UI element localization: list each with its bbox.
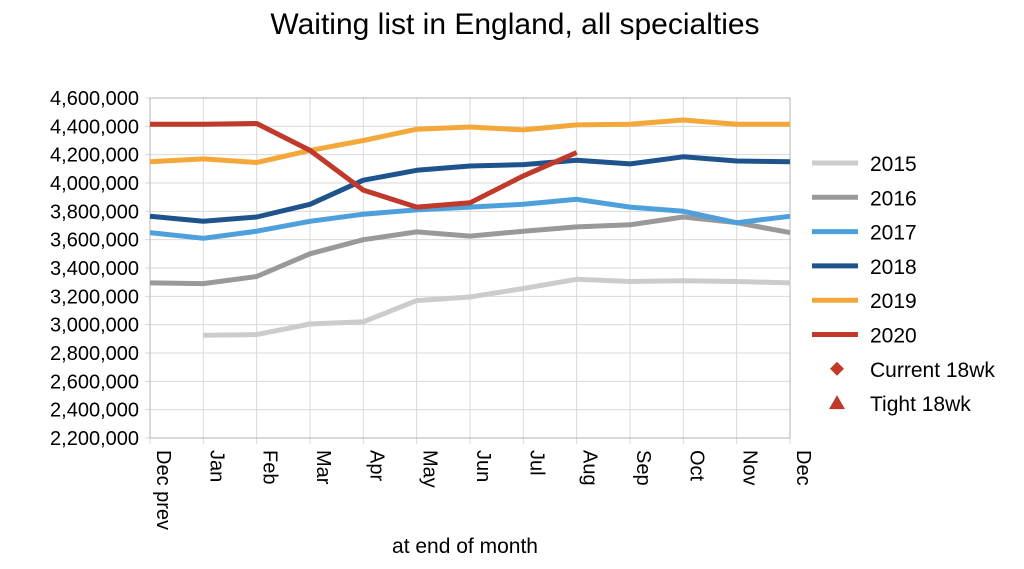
series-line-2016 bbox=[149, 214, 791, 287]
x-tick-label: Sep bbox=[632, 450, 654, 486]
x-tick-label: Feb bbox=[259, 450, 281, 484]
legend-label-marker: Tight 18wk bbox=[870, 393, 971, 416]
y-tick-label: 2,200,000 bbox=[50, 428, 139, 450]
x-axis-tick-labels: Dec prev Jan Feb Mar Apr May Jun Jul Aug Sep Oct No… bbox=[152, 450, 814, 530]
x-tick-label: May bbox=[419, 450, 441, 488]
legend-label-2020: 2020 bbox=[870, 325, 917, 348]
series-line-2015 bbox=[203, 276, 791, 338]
legend-label-2015: 2015 bbox=[870, 153, 917, 176]
x-tick-label: Dec prev bbox=[152, 450, 174, 530]
y-tick-label: 2,800,000 bbox=[50, 343, 139, 365]
legend-label-2018: 2018 bbox=[870, 256, 917, 279]
y-tick-label: 2,400,000 bbox=[50, 400, 139, 422]
legend-label-2016: 2016 bbox=[870, 187, 917, 210]
x-tick-label: Mar bbox=[312, 450, 334, 485]
plot-area-border bbox=[149, 97, 791, 439]
x-tick-label: Jul bbox=[525, 450, 547, 476]
x-axis-label: at end of month bbox=[392, 535, 538, 558]
legend-label-2017: 2017 bbox=[870, 222, 917, 245]
chart-title: Waiting list in England, all specialties bbox=[270, 8, 759, 41]
series-line-2018 bbox=[149, 154, 791, 224]
gridlines bbox=[145, 97, 791, 444]
y-tick-label: 3,800,000 bbox=[50, 201, 139, 223]
y-tick-label: 4,600,000 bbox=[50, 88, 139, 110]
series-lines bbox=[149, 117, 791, 338]
y-tick-label: 4,000,000 bbox=[50, 173, 139, 195]
y-tick-label: 4,200,000 bbox=[50, 145, 139, 167]
x-tick-label: Apr bbox=[365, 450, 387, 481]
y-tick-label: 3,600,000 bbox=[50, 230, 139, 252]
y-axis-tick-labels: 2,200,000 2,400,000 2,600,000 2,800,000 3,00… bbox=[50, 88, 139, 450]
x-tick-label: Nov bbox=[739, 450, 761, 486]
legend-marker-triangle bbox=[829, 395, 845, 410]
y-tick-label: 3,000,000 bbox=[50, 315, 139, 337]
series-line-2017 bbox=[149, 196, 791, 241]
y-tick-label: 3,400,000 bbox=[50, 258, 139, 280]
legend: 2015 2016 2017 2018 2019 2020 Current 18wk Tigh… bbox=[812, 153, 995, 416]
x-tick-label: Jun bbox=[472, 450, 494, 482]
y-tick-label: 4,400,000 bbox=[50, 116, 139, 138]
x-tick-label: Jan bbox=[205, 450, 227, 482]
y-tick-label: 3,200,000 bbox=[50, 286, 139, 308]
legend-label-2019: 2019 bbox=[870, 290, 917, 313]
x-tick-label: Aug bbox=[579, 450, 601, 486]
x-tick-label: Oct bbox=[685, 450, 707, 482]
series-line-2019 bbox=[149, 117, 790, 165]
x-tick-label: Dec bbox=[792, 450, 814, 486]
legend-label-marker: Current 18wk bbox=[870, 359, 995, 382]
series-line-2020 bbox=[150, 121, 578, 210]
y-tick-label: 2,600,000 bbox=[50, 371, 139, 393]
legend-marker-diamond bbox=[830, 361, 844, 376]
